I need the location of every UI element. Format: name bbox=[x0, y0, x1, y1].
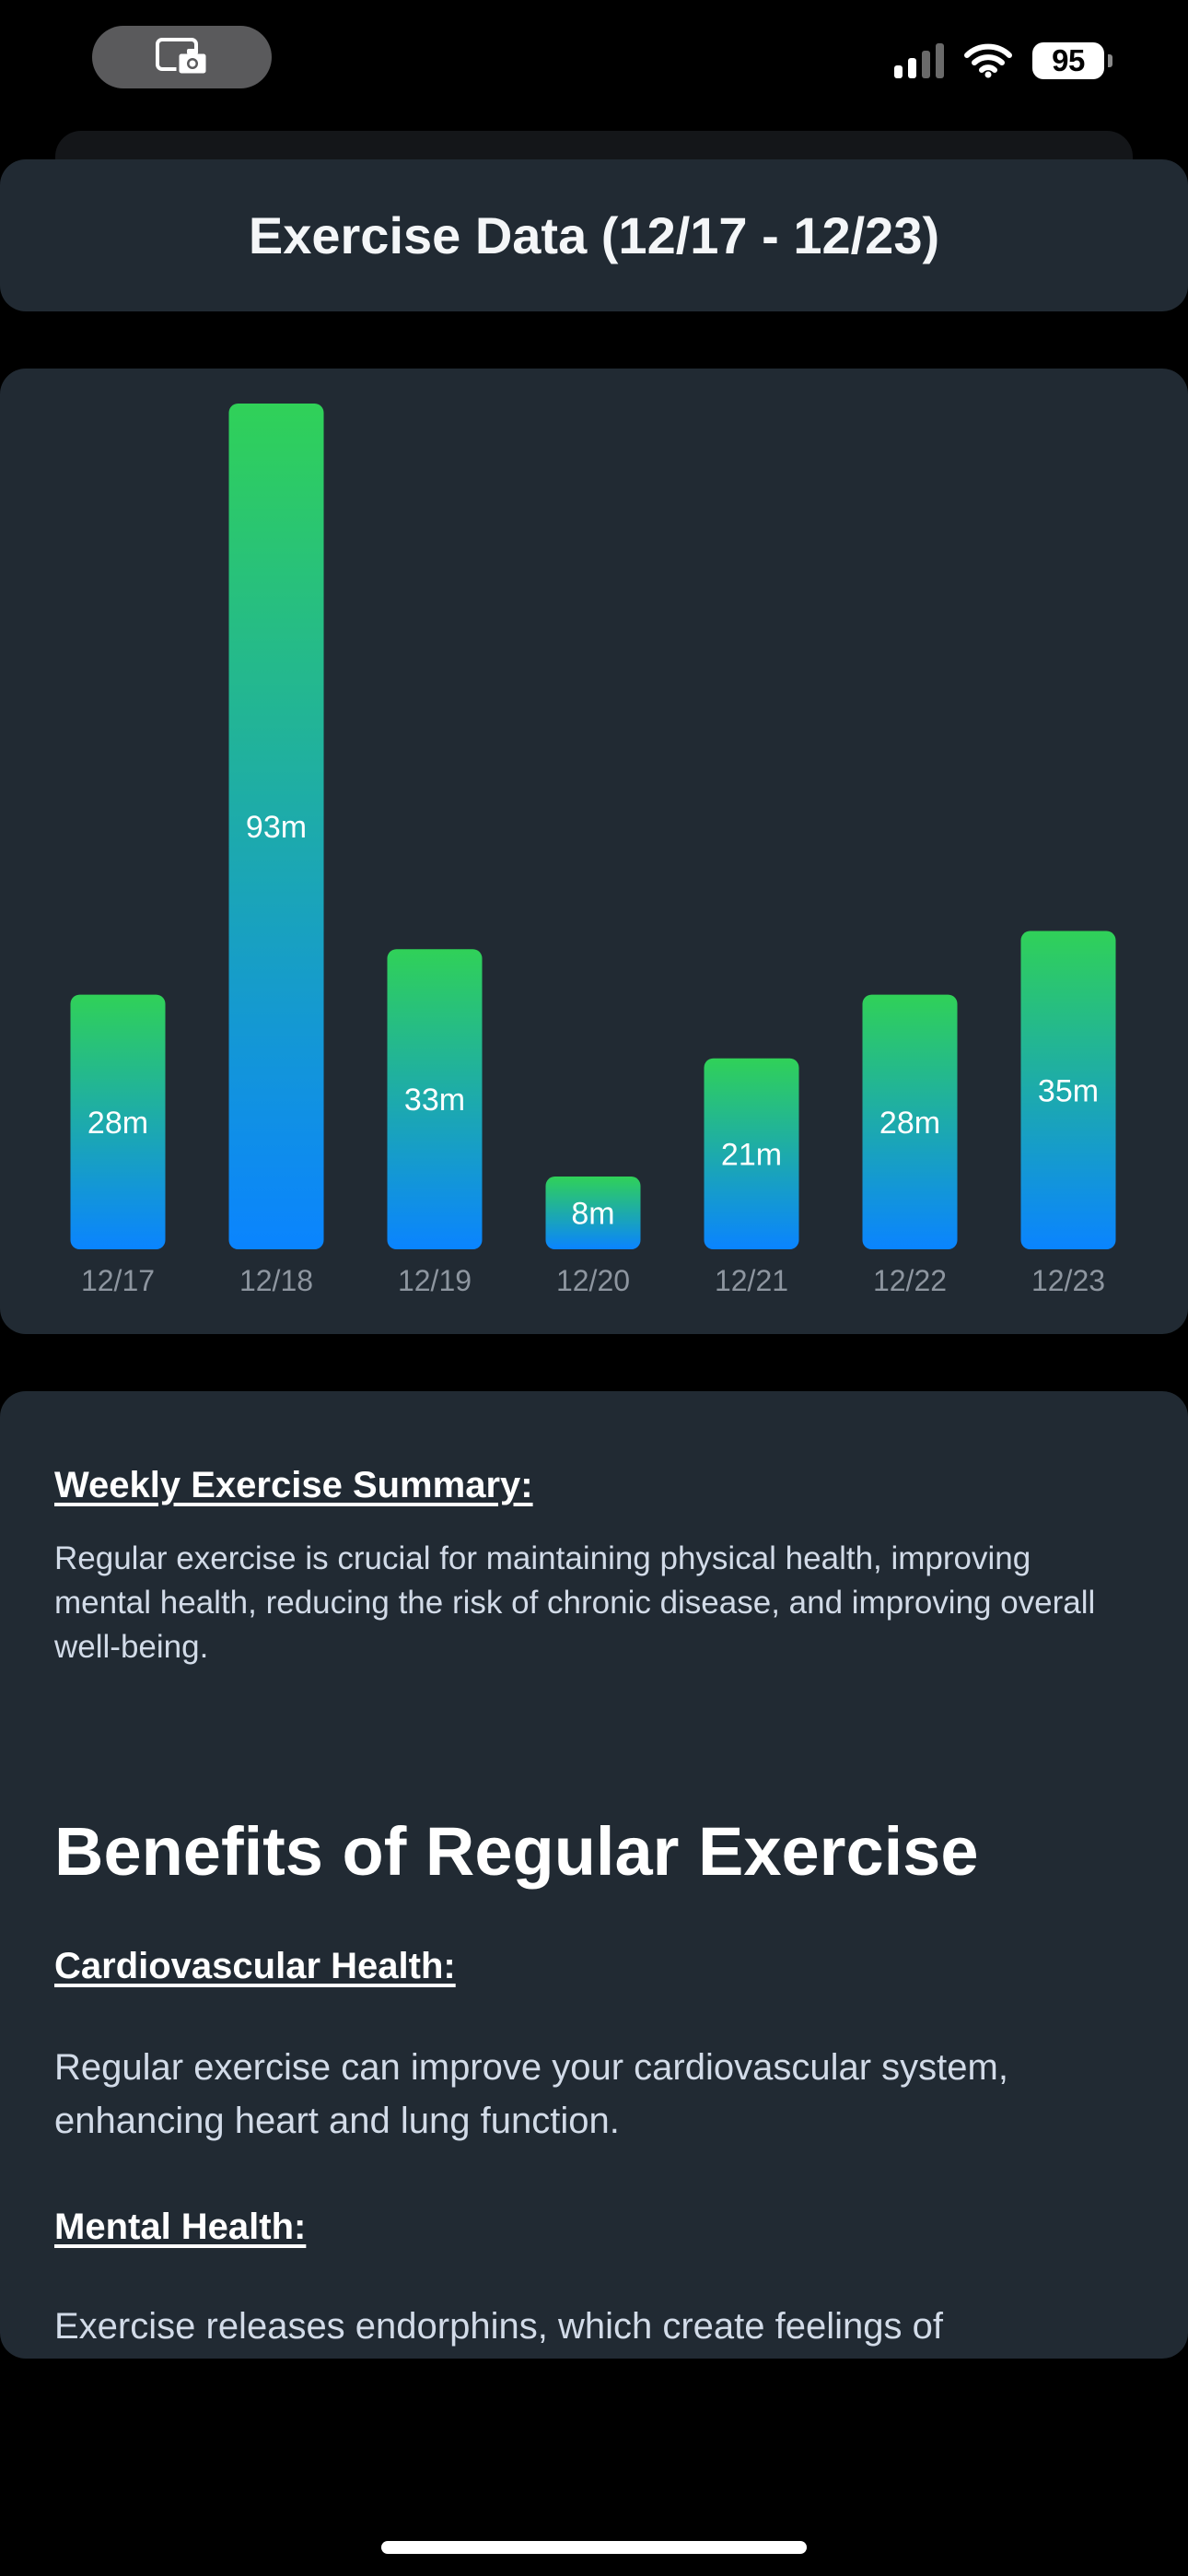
benefit-title-mental-health: Mental Health: bbox=[54, 2207, 307, 2247]
x-tick-label: 12/17 bbox=[81, 1264, 155, 1297]
summary-text: Regular exercise is crucial for maintain… bbox=[54, 1540, 1096, 1665]
bar-value-label: 28m bbox=[879, 1106, 940, 1141]
x-tick-label: 12/21 bbox=[715, 1264, 788, 1297]
benefit-text-cardiovascular: Regular exercise can improve your cardio… bbox=[54, 2047, 1008, 2141]
bar-value-label: 21m bbox=[721, 1137, 782, 1172]
battery-icon: 95 bbox=[1032, 42, 1112, 79]
benefit-text-mental-health: Exercise releases endorphins, which crea… bbox=[54, 2306, 943, 2347]
bar-value-label: 35m bbox=[1038, 1073, 1099, 1108]
benefits-heading: Benefits of Regular Exercise bbox=[54, 1813, 979, 1890]
x-tick-label: 12/18 bbox=[239, 1264, 313, 1297]
bar-12-21[interactable] bbox=[704, 1058, 799, 1249]
bar-12-20[interactable] bbox=[545, 1177, 641, 1249]
bar-value-label: 28m bbox=[87, 1106, 148, 1141]
wifi-icon bbox=[964, 43, 1012, 78]
bar-12-22[interactable] bbox=[862, 994, 958, 1249]
benefit-title-cardiovascular: Cardiovascular Health: bbox=[54, 1946, 456, 1986]
bar-value-label: 33m bbox=[404, 1083, 465, 1118]
screen-capture-indicator[interactable] bbox=[92, 26, 272, 88]
bar-value-label: 8m bbox=[571, 1197, 614, 1232]
bar-12-17[interactable] bbox=[70, 994, 166, 1249]
summary-heading: Weekly Exercise Summary: bbox=[54, 1465, 533, 1505]
cellular-signal-icon bbox=[894, 43, 944, 78]
status-indicators: 95 bbox=[894, 42, 1112, 79]
x-tick-label: 12/19 bbox=[398, 1264, 472, 1297]
home-indicator[interactable] bbox=[381, 2541, 807, 2554]
header-card: Exercise Data (12/17 - 12/23) bbox=[0, 159, 1188, 311]
x-tick-label: 12/20 bbox=[556, 1264, 630, 1297]
screen-capture-icon bbox=[155, 38, 208, 76]
page-title: Exercise Data (12/17 - 12/23) bbox=[248, 206, 940, 264]
bar-12-19[interactable] bbox=[387, 949, 483, 1249]
bar-12-23[interactable] bbox=[1020, 931, 1116, 1249]
x-tick-label: 12/22 bbox=[873, 1264, 947, 1297]
bar-value-label: 93m bbox=[246, 810, 307, 845]
exercise-chart-card: 28m 12/17 93m 12/18 33m 12/19 8m 12/20 21m 12/21 2… bbox=[0, 369, 1188, 1334]
battery-level: 95 bbox=[1032, 42, 1104, 79]
bar-12-18[interactable] bbox=[228, 404, 324, 1249]
info-card[interactable]: Weekly Exercise Summary: Regular exercis… bbox=[0, 1391, 1188, 2359]
exercise-bar-chart: 28m 12/17 93m 12/18 33m 12/19 8m 12/20 21m 12/21 2… bbox=[70, 404, 1116, 1297]
x-tick-label: 12/23 bbox=[1031, 1264, 1105, 1297]
